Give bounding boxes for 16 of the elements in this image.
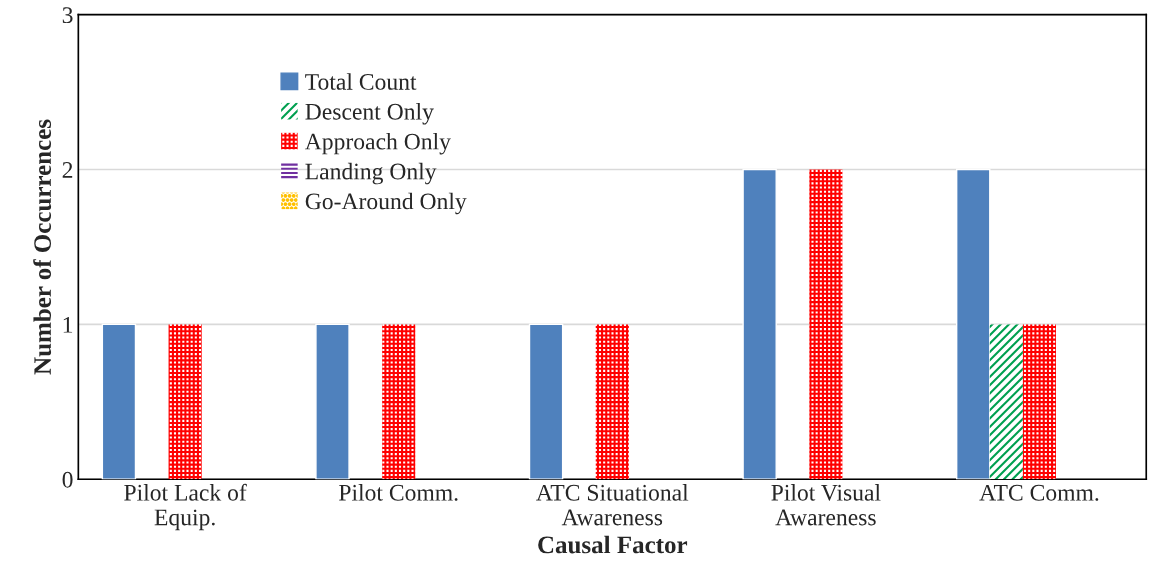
legend-label: Landing Only	[305, 162, 437, 185]
legend-label: Descent Only	[305, 103, 434, 125]
legend-label: Go-Around Only	[305, 192, 467, 215]
x-tick-label: Pilot Lack of Equip.	[124, 483, 247, 531]
y-tick-label: 3	[62, 7, 73, 24]
legend-label: Total Count	[305, 73, 417, 90]
legend-label: Approach Only	[304, 132, 451, 155]
x-axis-title: Causal Factor	[538, 535, 688, 554]
y-tick-label: 0	[62, 471, 73, 488]
x-tick-label: ATC Situational Awareness	[536, 484, 689, 526]
y-tick-label: 2	[62, 162, 73, 178]
x-tick-label: Pilot Comm.	[339, 484, 458, 501]
y-axis-title: Number of Occurrences	[33, 119, 52, 375]
x-tick-label: ATC Comm.	[979, 484, 1099, 501]
y-tick-label: 1	[63, 316, 73, 333]
x-tick-label: Pilot Visual Awareness	[771, 484, 881, 526]
